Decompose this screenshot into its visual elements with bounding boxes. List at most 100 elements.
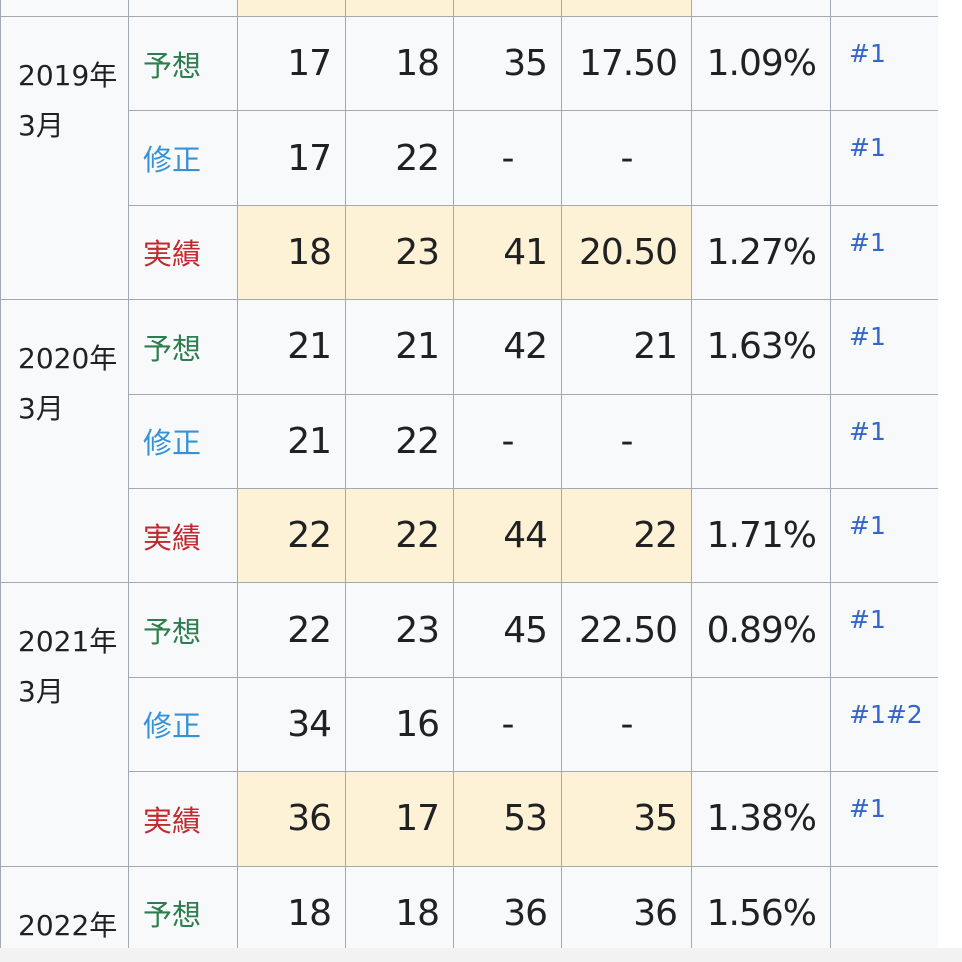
value-cell: [691, 676, 831, 773]
value-cell: 1.56%: [691, 865, 831, 948]
type-cell: 予想: [128, 299, 238, 395]
value-cell: 1.27%: [691, 204, 831, 301]
value-cell: -: [561, 676, 692, 773]
type-cell: 修正: [128, 676, 238, 773]
note-cell: #1: [830, 299, 938, 395]
value-cell: 35: [453, 16, 562, 112]
value-cell: 22: [345, 488, 454, 584]
value-cell: 17: [237, 110, 346, 206]
value-cell: 1.63%: [691, 299, 831, 395]
value-cell: 22.50: [561, 582, 692, 678]
type-cell: 修正: [128, 110, 238, 206]
note-cell: #1: [830, 582, 938, 678]
value-cell: 44: [453, 488, 562, 584]
year-cell: 2021年 3月: [0, 582, 129, 867]
note-cell: #1#2: [830, 676, 938, 773]
note-cell: #1: [830, 393, 938, 489]
month-label: 3月: [18, 109, 64, 142]
value-cell: 36: [237, 771, 346, 867]
cell: [237, 0, 346, 17]
value-cell: 18: [237, 865, 346, 948]
type-cell: 実績: [128, 488, 238, 584]
value-cell: 23: [345, 582, 454, 678]
year-label: 2020年: [18, 342, 118, 376]
value-cell: 23: [345, 204, 454, 301]
year-cell: 2020年 3月: [0, 299, 129, 584]
note-cell: #1: [830, 488, 938, 584]
note-cell: #1: [830, 771, 938, 867]
year-label: 2021年: [18, 625, 118, 659]
year-cell: 2019年 3月: [0, 16, 129, 301]
value-cell: 1.09%: [691, 16, 831, 112]
value-cell: 22: [345, 110, 454, 206]
value-cell: 16: [345, 676, 454, 773]
type-cell: 予想: [128, 16, 238, 112]
value-cell: -: [561, 110, 692, 206]
value-cell: [691, 110, 831, 206]
note-link[interactable]: #1: [849, 39, 886, 68]
value-cell: -: [561, 393, 692, 489]
value-cell: 18: [237, 204, 346, 301]
value-cell: 1.38%: [691, 771, 831, 867]
value-cell: 21: [237, 393, 346, 489]
bottom-strip: [0, 948, 962, 962]
year-label: 2019年: [18, 59, 118, 92]
cell: [345, 0, 454, 17]
value-cell: 17: [237, 16, 346, 112]
value-cell: 1.71%: [691, 488, 831, 584]
value-cell: 36: [453, 865, 562, 948]
note-link[interactable]: #1: [849, 605, 886, 635]
type-cell: 修正: [128, 393, 238, 489]
value-cell: 53: [453, 771, 562, 867]
type-cell: 実績: [128, 771, 238, 867]
value-cell: 22: [237, 488, 346, 584]
note-link[interactable]: #2: [885, 699, 923, 729]
value-cell: 35: [561, 771, 692, 867]
value-cell: 42: [453, 299, 562, 395]
type-cell: 予想: [128, 582, 238, 678]
note-cell: #1: [830, 204, 938, 301]
value-cell: 0.89%: [691, 582, 831, 678]
year-cell: 2022年: [0, 865, 129, 948]
value-cell: 41: [453, 204, 562, 301]
month-label: 3月: [18, 392, 64, 426]
cell: [0, 0, 129, 17]
value-cell: 22: [237, 582, 346, 678]
note-link[interactable]: #1: [849, 322, 886, 352]
note-link[interactable]: #1: [849, 227, 886, 257]
value-cell: 21: [345, 299, 454, 395]
type-cell: 実績: [128, 204, 238, 301]
value-cell: 22: [345, 393, 454, 489]
note-link[interactable]: #1: [849, 511, 886, 540]
value-cell: 34: [237, 676, 346, 773]
cell: [453, 0, 562, 17]
value-cell: -: [453, 110, 562, 206]
cell: [128, 0, 238, 17]
month-label: 3月: [18, 675, 64, 709]
note-link[interactable]: #1: [849, 794, 886, 824]
note-cell: [830, 865, 938, 948]
year-label: 2022年: [18, 908, 118, 942]
cell: [691, 0, 831, 17]
type-cell: 予想: [128, 865, 238, 948]
note-link[interactable]: #1: [849, 416, 886, 446]
value-cell: 20.50: [561, 204, 692, 301]
value-cell: 22: [561, 488, 692, 584]
value-cell: 17.50: [561, 16, 692, 112]
value-cell: 18: [345, 865, 454, 948]
dividend-table: 2019年 3月 予想 17 18 35 17.50 1.09% #1 修正 17 22- - #1 実績 1…: [0, 0, 938, 948]
value-cell: 45: [453, 582, 562, 678]
value-cell: 18: [345, 16, 454, 112]
value-cell: 21: [561, 299, 692, 395]
note-cell: #1: [830, 110, 938, 206]
cell: [561, 0, 692, 17]
value-cell: -: [453, 393, 562, 489]
note-cell: #1: [830, 16, 938, 112]
value-cell: 21: [237, 299, 346, 395]
value-cell: 36: [561, 865, 692, 948]
note-link[interactable]: #1: [849, 133, 886, 163]
value-cell: -: [453, 676, 562, 773]
note-link[interactable]: #1: [849, 699, 886, 729]
value-cell: 17: [345, 771, 454, 867]
